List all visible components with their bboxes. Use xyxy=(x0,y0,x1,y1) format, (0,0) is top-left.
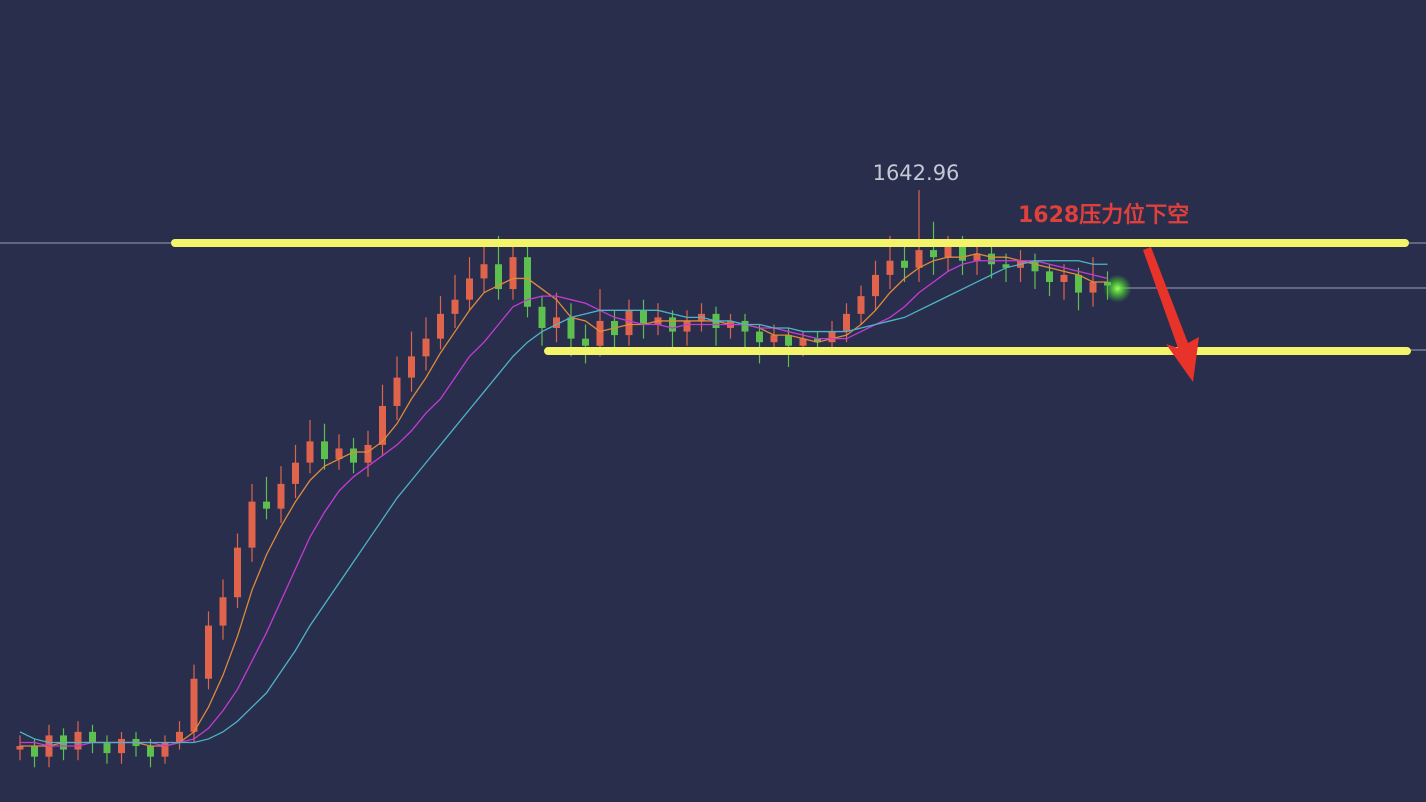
candle-body xyxy=(524,257,531,307)
ma-line xyxy=(19,260,1108,744)
candle-body xyxy=(988,253,995,265)
candle-body xyxy=(16,746,24,750)
annotation: 1628压力位下空 xyxy=(1018,202,1189,228)
arrow xyxy=(1143,247,1199,382)
guide-layer xyxy=(0,242,1426,351)
candle-layer xyxy=(16,190,1111,768)
candle-body xyxy=(625,310,633,336)
candle-body xyxy=(176,731,183,743)
candle-body xyxy=(582,338,589,346)
ma-line xyxy=(20,260,1108,747)
candle-body xyxy=(277,483,285,509)
candle-body xyxy=(393,377,401,406)
candle-body xyxy=(553,317,560,329)
candle-body xyxy=(379,405,386,445)
candle-body xyxy=(190,678,198,732)
level-layer xyxy=(171,239,1411,356)
candle-body xyxy=(234,547,241,598)
candle-body xyxy=(1089,281,1097,293)
candle-body xyxy=(321,441,328,460)
candle-body xyxy=(741,320,749,332)
candle-body xyxy=(31,746,38,757)
candle-body xyxy=(669,317,676,332)
ma-line xyxy=(20,252,1108,747)
candle-body xyxy=(89,731,96,743)
candle-body xyxy=(567,317,575,339)
candle-body xyxy=(263,501,270,509)
candle-body xyxy=(364,444,372,463)
high-label: 1642.96 xyxy=(873,161,960,185)
candle-body xyxy=(1060,274,1068,282)
candle-body xyxy=(683,320,691,332)
candle-body xyxy=(118,738,125,754)
ma-layer xyxy=(19,252,1108,747)
candle-body xyxy=(103,742,111,754)
candle-body xyxy=(828,331,836,343)
candle-body xyxy=(74,731,82,750)
candle-body xyxy=(1046,271,1053,282)
candle-body xyxy=(495,264,502,290)
last-price-glow xyxy=(1103,274,1132,303)
candle-body xyxy=(480,264,488,279)
candle-body xyxy=(959,246,966,261)
candle-body xyxy=(640,310,647,325)
candle-body xyxy=(422,338,430,357)
candle-body xyxy=(843,313,850,332)
candle-body xyxy=(799,338,807,346)
candle-body xyxy=(219,597,227,626)
candle-body xyxy=(857,296,865,314)
candle-body xyxy=(1075,274,1082,293)
candle-body xyxy=(205,625,212,679)
candle-body xyxy=(872,274,879,297)
candle-body xyxy=(538,306,546,329)
candle-body xyxy=(248,501,256,548)
candle-body xyxy=(1031,260,1039,272)
candle-body xyxy=(408,356,415,378)
candle-body xyxy=(161,742,169,757)
candle-body xyxy=(437,313,444,339)
candle-body xyxy=(770,335,778,343)
candle-body xyxy=(306,441,314,463)
candle-body xyxy=(451,299,459,314)
candle-body xyxy=(886,260,894,275)
candle-body xyxy=(509,257,517,290)
candle-body xyxy=(944,246,952,258)
candle-body xyxy=(915,250,923,268)
candle-body xyxy=(973,253,981,261)
candle-body xyxy=(147,746,154,757)
candle-body xyxy=(335,448,343,460)
candle-body xyxy=(466,278,473,300)
candle-body xyxy=(350,448,357,463)
candle-body xyxy=(1002,264,1010,268)
candle-body xyxy=(785,335,792,346)
candle-body xyxy=(901,260,908,268)
candle-body xyxy=(814,338,821,343)
candle-body xyxy=(930,250,937,258)
candle-body xyxy=(292,462,299,484)
candle-body xyxy=(756,331,763,343)
candle-body xyxy=(596,320,604,346)
